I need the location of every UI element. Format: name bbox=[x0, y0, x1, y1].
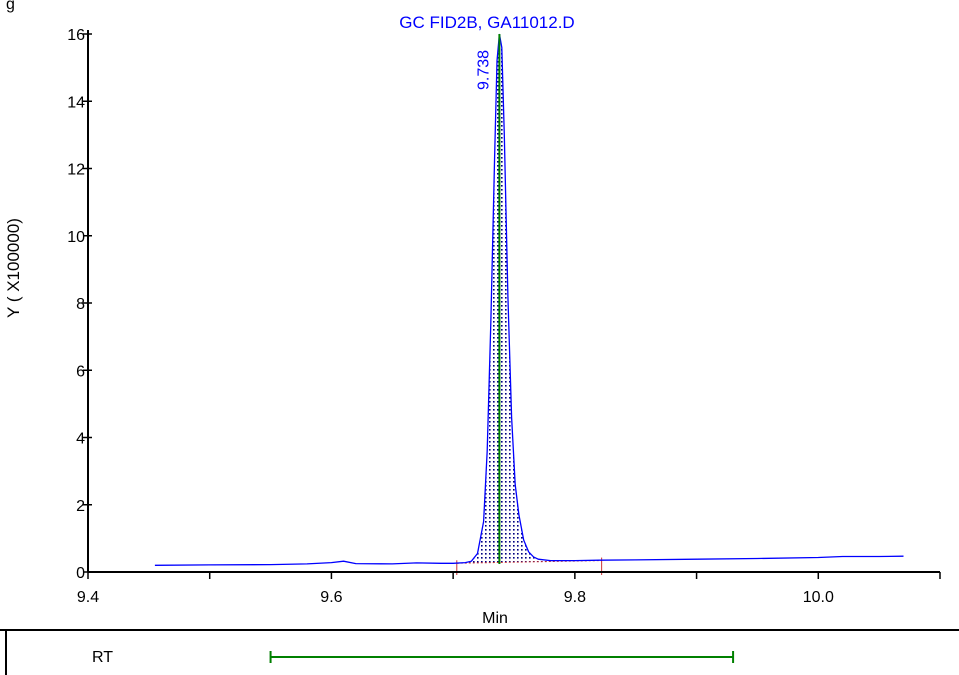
y-tick-label: 2 bbox=[76, 498, 85, 515]
y-ticks: 0 2 4 6 8 10 12 14 16 bbox=[67, 27, 92, 582]
peak-rt-label: 9.738 bbox=[475, 50, 492, 90]
y-tick-label: 10 bbox=[67, 229, 85, 246]
rt-row-label: RT bbox=[92, 649, 113, 666]
y-tick-label: 0 bbox=[76, 565, 85, 582]
y-tick-label: 14 bbox=[67, 94, 85, 111]
rt-range-bar bbox=[269, 651, 735, 663]
y-tick-label: 12 bbox=[67, 162, 85, 179]
y-tick-label: 16 bbox=[67, 27, 85, 44]
plot-area bbox=[154, 33, 904, 575]
axes bbox=[87, 30, 940, 573]
x-tick-label: 9.6 bbox=[320, 589, 342, 606]
peak-area-fill bbox=[456, 34, 602, 564]
chart-title: GC FID2B, GA11012.D bbox=[399, 13, 574, 32]
x-tick-label: 9.8 bbox=[564, 589, 586, 606]
y-tick-label: 6 bbox=[76, 363, 85, 380]
x-axis-label: Min bbox=[482, 610, 508, 627]
x-tick-label: 9.4 bbox=[77, 589, 99, 606]
x-tick-label: 10.0 bbox=[803, 589, 834, 606]
chromatogram-trace bbox=[154, 33, 904, 566]
y-tick-label: 4 bbox=[76, 431, 85, 448]
corner-text: g bbox=[6, 0, 15, 13]
y-axis-label: Y ( X100000) bbox=[4, 218, 23, 318]
rt-panel: RT bbox=[0, 629, 959, 675]
x-ticks: 9.4 9.6 9.8 10.0 bbox=[77, 572, 941, 606]
y-tick-label: 8 bbox=[76, 296, 85, 313]
